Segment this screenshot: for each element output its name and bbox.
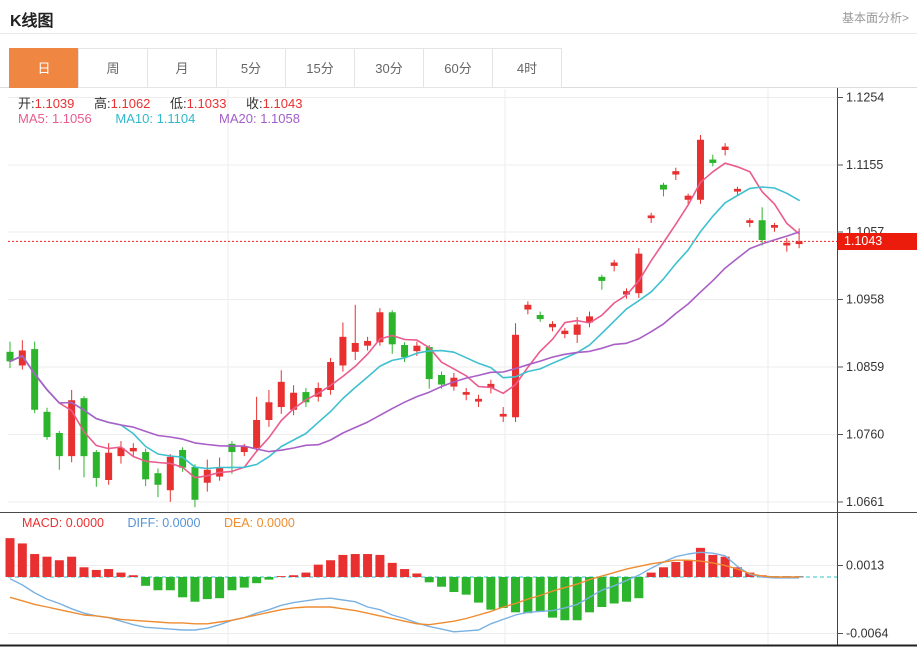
svg-text:1.0859: 1.0859 bbox=[846, 360, 884, 374]
open-value: 1.1039 bbox=[34, 96, 75, 111]
svg-text:1.0760: 1.0760 bbox=[846, 427, 884, 441]
title-bar: K线图 基本面分析> bbox=[0, 0, 917, 34]
macd-legend: MACD: 0.0000 DIFF: 0.0000 DEA: 0.0000 bbox=[22, 516, 315, 530]
svg-text:1.1254: 1.1254 bbox=[846, 91, 884, 105]
interval-tab-bar: 日 周 月 5分 15分 30分 60分 4时 bbox=[9, 48, 562, 88]
last-price-tag: 1.1043 bbox=[838, 232, 917, 250]
page-title: K线图 bbox=[10, 13, 54, 30]
low-value: 1.1033 bbox=[186, 96, 227, 111]
svg-text:1.0958: 1.0958 bbox=[846, 292, 884, 306]
tab-15min[interactable]: 15分 bbox=[285, 48, 355, 88]
ma-legend: MA5: 1.1056 MA10: 1.1104 MA20: 1.1058 bbox=[18, 111, 320, 126]
tab-day[interactable]: 日 bbox=[9, 48, 79, 88]
diff-legend-item: DIFF: 0.0000 bbox=[127, 516, 201, 530]
tab-week[interactable]: 周 bbox=[78, 48, 148, 88]
high-label: 高: bbox=[94, 96, 111, 111]
ma5-legend-item: MA5: 1.1056 bbox=[18, 111, 92, 126]
svg-text:1.1155: 1.1155 bbox=[846, 158, 883, 172]
ohlc-legend: 开:1.1039 高:1.1062 低:1.1033 收:1.1043 bbox=[18, 93, 318, 112]
low-label: 低: bbox=[170, 96, 187, 111]
dea-legend-item: DEA: 0.0000 bbox=[223, 516, 295, 530]
ma10-legend-item: MA10: 1.1104 bbox=[115, 111, 196, 126]
tab-5min[interactable]: 5分 bbox=[216, 48, 286, 88]
macd-legend-item: MACD: 0.0000 bbox=[22, 516, 104, 530]
svg-text:-0.0064: -0.0064 bbox=[846, 627, 888, 641]
svg-text:0.0013: 0.0013 bbox=[846, 559, 884, 573]
high-value: 1.1062 bbox=[110, 96, 151, 111]
close-label: 收: bbox=[246, 96, 263, 111]
fundamental-analysis-link[interactable]: 基本面分析> bbox=[841, 11, 909, 25]
close-value: 1.1043 bbox=[262, 96, 303, 111]
tab-month[interactable]: 月 bbox=[147, 48, 217, 88]
tab-60min[interactable]: 60分 bbox=[423, 48, 493, 88]
svg-text:1.0661: 1.0661 bbox=[846, 495, 884, 509]
tab-4hour[interactable]: 4时 bbox=[492, 48, 562, 88]
open-label: 开: bbox=[18, 96, 35, 111]
tab-30min[interactable]: 30分 bbox=[354, 48, 424, 88]
ma20-legend-item: MA20: 1.1058 bbox=[218, 111, 300, 126]
